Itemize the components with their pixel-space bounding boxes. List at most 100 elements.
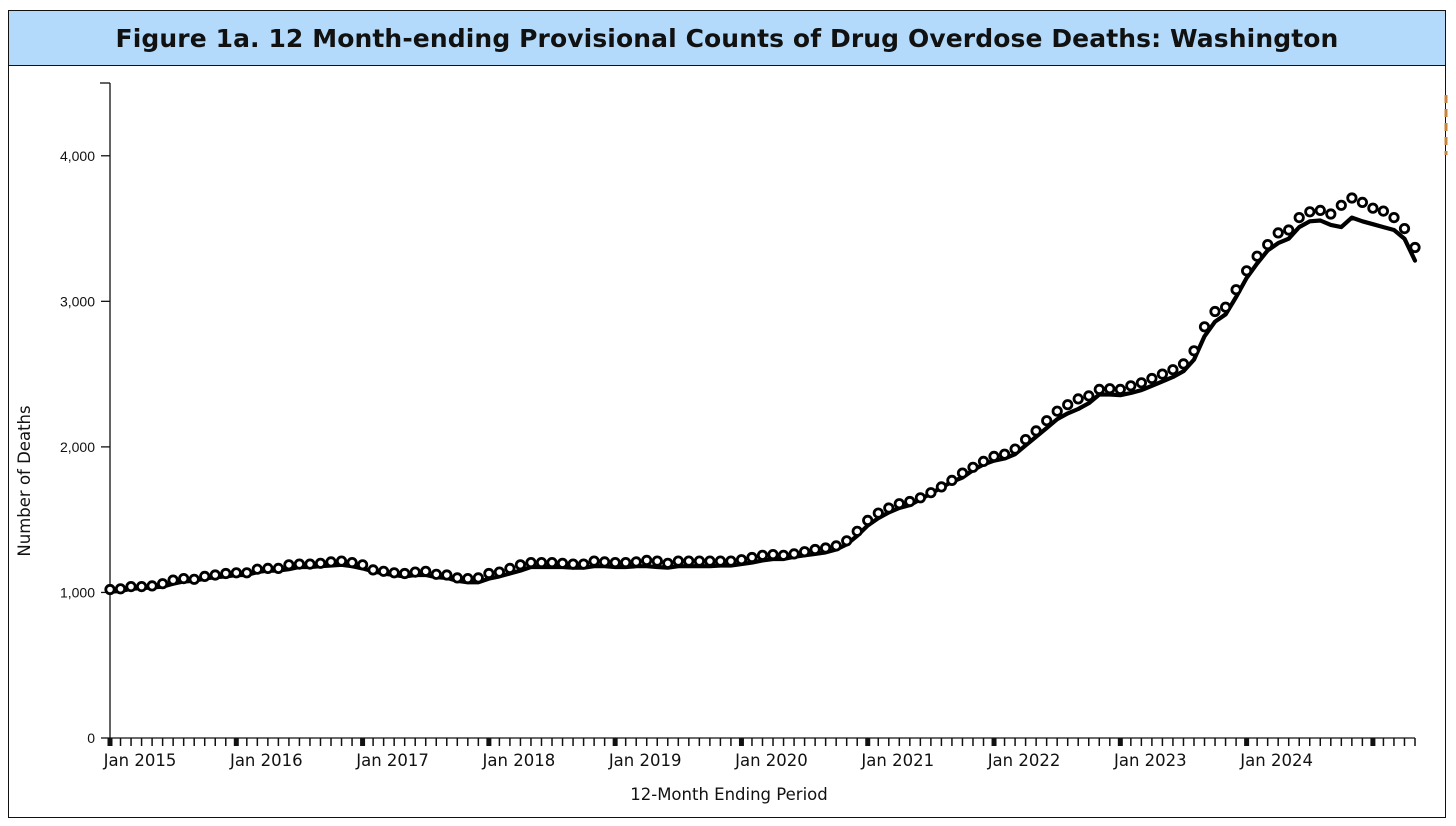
data-point [1072,393,1084,405]
data-point [1367,202,1379,214]
x-tick-label: Jan 2022 [987,751,1061,770]
data-point [841,535,853,547]
y-axis: 0 1,000 2,000 3,000 4,000 [60,82,111,746]
data-point [272,562,284,575]
data-point [104,583,116,596]
data-point [409,566,421,578]
data-point [662,557,674,569]
data-point [946,474,958,486]
data-point [1104,383,1116,395]
data-point [1220,301,1232,313]
data-point [314,557,327,569]
data-point [1198,321,1211,333]
x-tick-label: Jan 2023 [1113,751,1187,770]
data-point [514,559,527,571]
data-point [956,467,969,479]
y-axis-title: Number of Deaths [15,405,34,556]
y-tick-label: 3,000 [60,293,95,309]
data-point [441,569,453,581]
edge-dash-marks [1444,95,1448,155]
data-point [125,580,137,593]
plot-area [104,192,1421,596]
data-point [1167,364,1179,376]
data-point [430,568,442,580]
data-point [1230,284,1242,296]
data-point [293,558,305,570]
x-tick-label: Jan 2019 [608,751,682,770]
data-point [988,450,1000,462]
data-point [1272,227,1284,239]
data-point [872,507,884,519]
data-point [556,557,569,569]
data-point [157,578,169,590]
data-point [925,487,937,499]
data-point [535,556,548,569]
series-line [107,215,1418,594]
data-point [1093,383,1105,395]
x-tick-label: Jan 2020 [734,751,808,770]
y-tick-label: 2,000 [60,439,95,455]
data-point [862,514,874,527]
y-tick-label: 0 [87,730,95,746]
data-point [462,572,474,585]
data-point [620,556,632,569]
x-tick-label: Jan 2024 [1239,751,1313,770]
data-point [998,448,1011,460]
data-point [262,562,274,575]
data-point [1062,399,1074,411]
x-tick-label: Jan 2015 [103,751,177,770]
data-point [883,502,895,514]
data-point [1030,425,1042,437]
data-point [904,495,916,508]
data-point [493,566,505,578]
data-point [377,565,390,577]
data-point [1304,206,1316,218]
data-point [788,548,800,560]
data-point [1051,405,1063,417]
data-point [1346,192,1358,204]
data-point [367,564,379,576]
data-point [1293,212,1305,224]
data-point [693,555,706,567]
data-point [251,563,263,575]
data-point [1009,443,1021,455]
data-point [220,567,232,580]
data-point [356,559,369,571]
data-point [1398,223,1411,235]
data-point [199,570,211,583]
data-point [967,461,979,473]
data-point [598,556,611,568]
data-point [1262,239,1274,251]
data-point [420,565,432,577]
data-point [188,573,200,585]
data-point [146,580,158,592]
data-point [893,498,905,510]
data-point [1356,196,1369,208]
data-point [1335,199,1347,211]
data-point [704,555,716,567]
data-point [1325,208,1337,220]
data-point [472,572,484,584]
x-tick-label: Jan 2018 [482,751,556,770]
data-point [683,555,695,567]
data-point [546,556,558,569]
data-point [1409,241,1421,254]
data-point [567,558,579,570]
data-point [672,555,684,567]
data-point [830,540,842,552]
data-point [209,569,221,581]
data-point [1314,204,1326,216]
data-point [167,574,179,586]
data-point [399,567,411,580]
data-point [1388,212,1400,224]
data-point [136,580,148,593]
data-point [851,525,863,537]
data-point [798,546,811,558]
data-point [525,556,537,569]
data-point [388,567,400,579]
data-point [1083,390,1095,402]
data-point [1125,380,1137,392]
data-point [767,548,779,561]
data-point [1156,368,1169,380]
data-point [283,559,295,571]
